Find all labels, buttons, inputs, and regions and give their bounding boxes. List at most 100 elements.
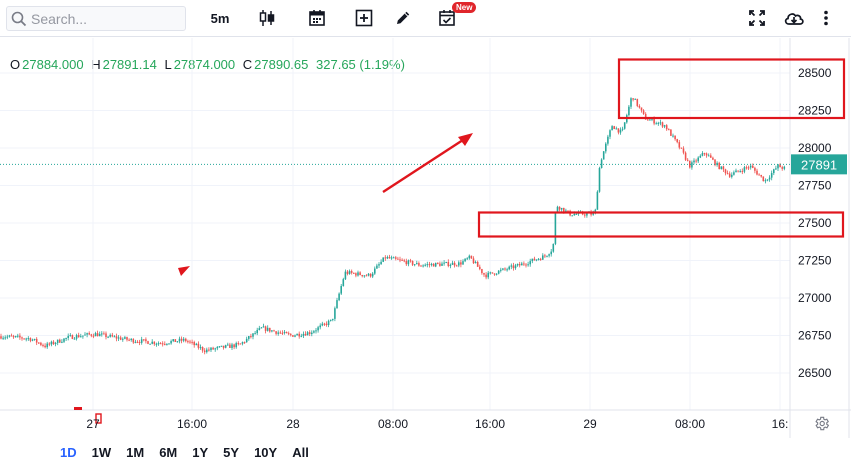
candle-body (514, 265, 517, 269)
candle-body (621, 128, 624, 130)
candle-body (766, 179, 769, 181)
candle-body (140, 339, 143, 343)
candle-body (4, 337, 6, 339)
candle-body (197, 343, 200, 348)
candle-body (69, 335, 72, 337)
candle-body (550, 251, 552, 255)
candle-body (151, 341, 153, 344)
candle-body (132, 338, 135, 343)
candle-body (390, 257, 393, 259)
date-range-button[interactable] (304, 5, 330, 31)
candle-body (195, 343, 198, 346)
candle-body (119, 337, 122, 340)
candle-body (395, 257, 397, 259)
candle-body (424, 264, 426, 266)
range-1w[interactable]: 1W (91, 444, 112, 460)
low-value: 27874.000 (173, 57, 236, 72)
candle-body (222, 345, 225, 348)
range-5y[interactable]: 5Y (223, 444, 240, 460)
candle-body (470, 255, 473, 259)
search-box[interactable] (6, 6, 186, 31)
candle-body (92, 335, 95, 337)
interval-button[interactable]: 5m (203, 5, 237, 31)
price-tick-label: 27000 (798, 291, 832, 305)
candle-body (434, 262, 437, 267)
range-all[interactable]: All (292, 444, 309, 460)
support-zone-box[interactable] (477, 211, 845, 238)
add-indicator-button[interactable] (351, 5, 377, 31)
candle-body (67, 335, 69, 338)
candle-body (775, 168, 777, 170)
candle-body (84, 334, 86, 336)
price-chart[interactable]: 28500 28250 28000 27750 27500 27250 27000 26750… (0, 38, 851, 438)
range-10y[interactable]: 10Y (254, 444, 278, 460)
candle-body (462, 261, 464, 265)
events-button[interactable] (434, 5, 460, 31)
candle-body (689, 160, 691, 168)
candle-body (136, 341, 139, 343)
time-tick-label: 16: (772, 417, 789, 431)
candle-body (313, 331, 315, 333)
candle-body (762, 176, 765, 182)
candle-body (634, 98, 636, 100)
candle-body (699, 155, 702, 158)
candle-body (630, 98, 632, 107)
candle-body (42, 344, 44, 346)
candle-body (518, 263, 521, 266)
candle-body (254, 333, 256, 335)
candle-body (647, 119, 649, 121)
trend-arrow-head (458, 133, 473, 146)
candle-body (546, 255, 548, 257)
candle-body (468, 255, 471, 259)
drawing-tools-button[interactable] (390, 5, 416, 31)
candle-body (164, 343, 166, 345)
candle-body (741, 171, 744, 173)
candle-body (724, 169, 727, 174)
price-axis: 28500 28250 28000 27750 27500 27250 27000 26750… (791, 66, 847, 380)
candle-body (674, 135, 676, 140)
download-button[interactable] (780, 5, 808, 31)
candle-body (65, 337, 67, 339)
calendar-check-icon (439, 10, 455, 26)
candle-body (426, 264, 429, 266)
more-menu-button[interactable] (816, 5, 836, 31)
candle-body (443, 262, 445, 264)
candle-body (153, 341, 156, 345)
candle-body (491, 272, 494, 274)
candle-body (640, 107, 643, 111)
trend-arrow-line[interactable] (382, 136, 467, 194)
fullscreen-button[interactable] (744, 5, 770, 31)
range-1d[interactable]: 1D (60, 444, 77, 460)
range-1y[interactable]: 1Y (192, 444, 209, 460)
resistance-zone-box[interactable] (617, 58, 846, 120)
candle-body (770, 173, 773, 178)
event-marker[interactable] (74, 407, 82, 410)
candle-body (340, 286, 342, 294)
candle-body (367, 273, 370, 276)
range-1m[interactable]: 1M (126, 444, 145, 460)
candle-body (300, 335, 303, 337)
candle-body (201, 347, 204, 351)
candle-body (170, 341, 172, 344)
candle-body (44, 345, 46, 348)
candle-body (33, 338, 36, 340)
candle-body (216, 346, 219, 349)
small-arrow-marker[interactable] (178, 266, 190, 276)
candle-body (109, 334, 111, 337)
candle-body (718, 162, 720, 169)
candle-body (728, 173, 731, 177)
search-input[interactable] (31, 10, 181, 27)
candle-body (174, 339, 177, 342)
range-6m[interactable]: 6M (159, 444, 178, 460)
candle-body (46, 343, 48, 348)
candle-body (542, 255, 544, 260)
candle-body (523, 263, 525, 265)
candle-body (290, 334, 292, 336)
candle-body (707, 155, 710, 157)
chart-settings-button[interactable] (813, 415, 830, 437)
candle-body (342, 279, 345, 287)
event-marker[interactable] (95, 413, 102, 424)
candle-body (161, 343, 164, 345)
chart-type-button[interactable] (254, 5, 280, 31)
candle-body (378, 264, 380, 266)
